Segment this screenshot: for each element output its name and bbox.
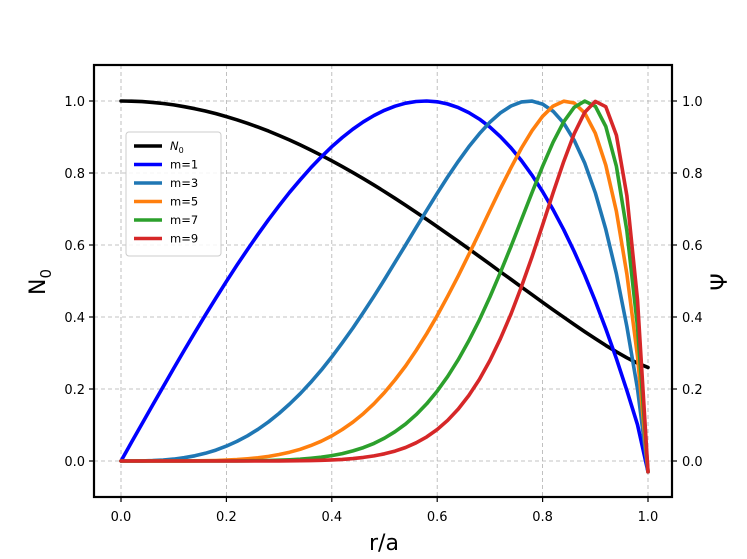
y-tick-label-left: 0.8	[64, 167, 85, 182]
x-tick-label: 1.0	[638, 510, 659, 525]
series-lines	[119, 99, 650, 474]
y-tick-label-right: 0.2	[682, 383, 703, 398]
x-tick-label: 0.0	[111, 510, 132, 525]
plot-frame	[92, 63, 674, 499]
x-tick-label: 0.8	[532, 510, 553, 525]
x-tick-label: 0.4	[321, 510, 342, 525]
y-tick-label-left: 0.2	[64, 383, 85, 398]
y-tick-label-left: 0.0	[64, 455, 85, 470]
y-tick-label-right: 1.0	[682, 95, 703, 110]
series-line-m9	[119, 99, 650, 474]
x-axis-title: r/a	[369, 531, 399, 556]
y-tick-label-right: 0.8	[682, 167, 703, 182]
y-tick-label-right: 0.6	[682, 239, 703, 254]
y-axis-title-left: N0	[26, 269, 55, 295]
legend-label: m=1	[170, 158, 198, 172]
legend-label: N0	[170, 139, 184, 155]
y-axis-title-right: Ψ	[708, 273, 733, 290]
y-tick-label-right: 0.4	[682, 311, 703, 326]
x-tick-label: 0.6	[427, 510, 448, 525]
x-tick-label: 0.2	[216, 510, 237, 525]
legend-label: m=5	[170, 195, 198, 209]
y-tick-label-left: 0.6	[64, 239, 85, 254]
legend-label: m=7	[170, 213, 198, 227]
y-tick-label-right: 0.0	[682, 455, 703, 470]
series-line-n	[119, 99, 650, 370]
legend: N0 m=1 m=3 m=5 m=7 m=9	[125, 131, 222, 257]
axis-ticks: 0.0 0.2 0.4 0.6 0.8 1.0 0.0 0.0 0.2 0.2 0.4 0.4 0.6 0…	[64, 95, 702, 525]
y-tick-label-left: 1.0	[64, 95, 85, 110]
y-tick-label-left: 0.4	[64, 311, 85, 326]
series-line-m1	[119, 99, 650, 474]
legend-label: m=3	[170, 176, 198, 190]
legend-label: m=9	[170, 232, 198, 246]
grid-lines	[94, 65, 672, 497]
series-line-m3	[119, 99, 650, 474]
